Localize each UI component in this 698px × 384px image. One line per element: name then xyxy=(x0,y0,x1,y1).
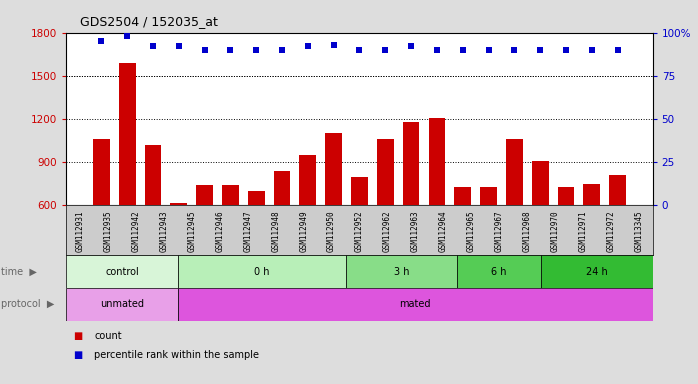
Point xyxy=(431,47,443,53)
Bar xyxy=(222,185,239,205)
Text: GSM113345: GSM113345 xyxy=(634,210,643,252)
Text: GSM112948: GSM112948 xyxy=(272,210,280,252)
Text: GSM112963: GSM112963 xyxy=(411,210,419,252)
Point xyxy=(612,47,623,53)
Bar xyxy=(119,63,135,205)
Bar xyxy=(351,177,368,205)
Bar xyxy=(66,288,178,321)
Point xyxy=(560,47,572,53)
Bar xyxy=(299,155,316,205)
Bar xyxy=(346,255,457,288)
Text: GSM112946: GSM112946 xyxy=(216,210,224,252)
Text: GSM112935: GSM112935 xyxy=(104,210,112,252)
Point xyxy=(483,47,494,53)
Point xyxy=(147,43,158,50)
Text: GSM112971: GSM112971 xyxy=(579,210,587,252)
Bar xyxy=(454,187,471,205)
Bar xyxy=(558,187,574,205)
Point xyxy=(354,47,365,53)
Text: count: count xyxy=(94,331,122,341)
Text: GSM112967: GSM112967 xyxy=(495,210,503,252)
Text: GSM112970: GSM112970 xyxy=(551,210,559,252)
Text: 24 h: 24 h xyxy=(586,266,608,277)
Bar xyxy=(170,203,187,205)
Text: ■: ■ xyxy=(73,350,82,360)
Bar xyxy=(144,145,161,205)
Text: GSM112931: GSM112931 xyxy=(76,210,84,252)
Bar xyxy=(178,288,653,321)
Bar xyxy=(248,191,265,205)
Text: time  ▶: time ▶ xyxy=(1,266,37,277)
Point xyxy=(276,47,288,53)
Text: GSM112972: GSM112972 xyxy=(607,210,615,252)
Text: ■: ■ xyxy=(73,331,82,341)
Bar xyxy=(584,184,600,205)
Point xyxy=(406,43,417,50)
Bar xyxy=(403,122,419,205)
Text: control: control xyxy=(105,266,139,277)
Text: 6 h: 6 h xyxy=(491,266,507,277)
Text: GSM112965: GSM112965 xyxy=(467,210,475,252)
Text: protocol  ▶: protocol ▶ xyxy=(1,299,54,310)
Text: GSM112949: GSM112949 xyxy=(299,210,308,252)
Bar xyxy=(429,118,445,205)
Point xyxy=(380,47,391,53)
Text: GSM112947: GSM112947 xyxy=(244,210,252,252)
Bar xyxy=(325,134,342,205)
Text: unmated: unmated xyxy=(100,299,144,310)
Bar xyxy=(93,139,110,205)
Text: GSM112950: GSM112950 xyxy=(327,210,336,252)
Text: GSM112942: GSM112942 xyxy=(132,210,140,252)
Bar xyxy=(506,139,523,205)
Point xyxy=(225,47,236,53)
Text: GSM112962: GSM112962 xyxy=(383,210,392,252)
Text: percentile rank within the sample: percentile rank within the sample xyxy=(94,350,259,360)
Text: GSM112943: GSM112943 xyxy=(160,210,168,252)
Bar xyxy=(274,171,290,205)
Point xyxy=(509,47,520,53)
Point xyxy=(199,47,210,53)
Bar xyxy=(532,161,549,205)
Text: GSM112968: GSM112968 xyxy=(523,210,531,252)
Point xyxy=(173,43,184,50)
Text: GSM112964: GSM112964 xyxy=(439,210,447,252)
Text: 3 h: 3 h xyxy=(394,266,409,277)
Point xyxy=(121,33,133,39)
Point xyxy=(586,47,597,53)
Bar xyxy=(609,175,626,205)
Text: mated: mated xyxy=(399,299,431,310)
Point xyxy=(302,43,313,50)
Point xyxy=(457,47,468,53)
Bar xyxy=(541,255,653,288)
Text: GDS2504 / 152035_at: GDS2504 / 152035_at xyxy=(80,15,218,28)
Bar xyxy=(457,255,541,288)
Point xyxy=(96,38,107,44)
Bar xyxy=(377,139,394,205)
Text: GSM112952: GSM112952 xyxy=(355,210,364,252)
Bar xyxy=(196,185,213,205)
Bar xyxy=(178,255,346,288)
Text: 0 h: 0 h xyxy=(254,266,269,277)
Text: GSM112945: GSM112945 xyxy=(188,210,196,252)
Point xyxy=(328,42,339,48)
Point xyxy=(251,47,262,53)
Point xyxy=(535,47,546,53)
Bar xyxy=(480,187,497,205)
Bar xyxy=(66,255,178,288)
